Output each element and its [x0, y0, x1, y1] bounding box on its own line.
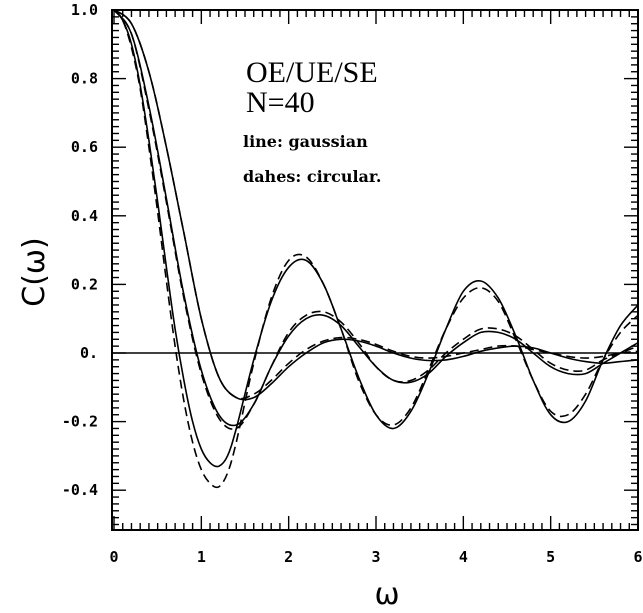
- x-tick-label: 6: [633, 548, 642, 566]
- y-tick-label: 0.2: [71, 275, 98, 293]
- y-tick-label: -0.2: [62, 413, 98, 431]
- annotation-model: OE/UE/SE: [246, 56, 378, 89]
- y-tick-label: 0.8: [71, 70, 98, 88]
- x-tick-label: 3: [371, 548, 380, 566]
- y-tick-label: 1.0: [71, 1, 98, 19]
- tick-labels: 0 1 2 3 4 5 6 1.0 0.8 0.6 0.4 0.2 0. -0.2 -0.4: [62, 1, 643, 566]
- y-tick-label: -0.4: [62, 481, 98, 499]
- y-tick-label: 0.4: [71, 207, 98, 225]
- annotation-line-legend: line: gaussian: [243, 132, 368, 151]
- series-line-2-dashed: [113, 10, 638, 400]
- annotation-dash-legend: dahes: circular.: [243, 167, 381, 186]
- series-group: [113, 10, 638, 489]
- y-tick-label: 0.6: [71, 138, 98, 156]
- x-tick-label: 4: [459, 548, 468, 566]
- x-tick-label: 0: [109, 548, 118, 566]
- series-line-4-dashed: [113, 10, 638, 430]
- x-tick-label: 2: [284, 548, 293, 566]
- x-axis-title: ω: [374, 577, 399, 612]
- axis-ticks: [112, 9, 639, 530]
- y-tick-label: 0.: [80, 344, 98, 362]
- y-axis-title: C(ω): [17, 237, 52, 306]
- x-tick-label: 5: [546, 548, 555, 566]
- series-line-6-dashed: [113, 10, 638, 489]
- annotation-n: N=40: [246, 86, 315, 119]
- x-tick-label: 1: [197, 548, 206, 566]
